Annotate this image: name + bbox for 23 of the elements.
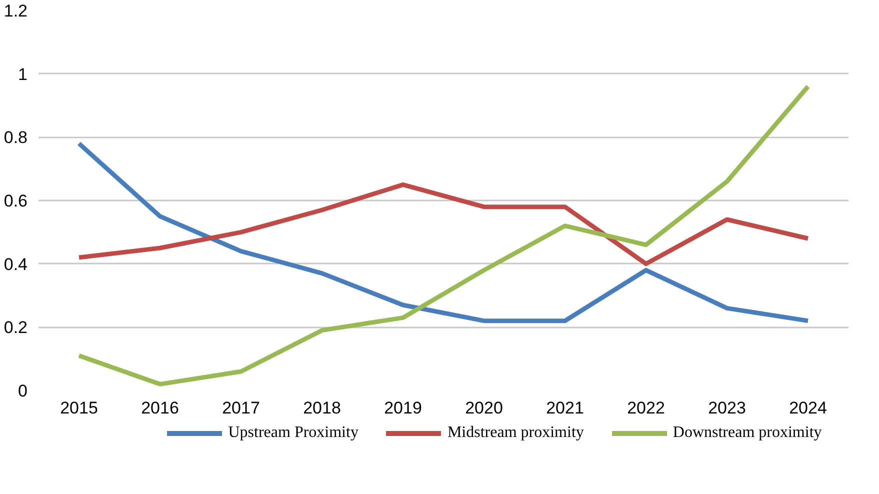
y-tick-label: 0.8	[4, 128, 28, 148]
legend-label: Upstream Proximity	[228, 423, 358, 444]
x-tick-label: 2017	[222, 398, 260, 418]
x-tick-label: 2016	[141, 398, 179, 418]
line-series	[76, 182, 810, 266]
y-tick-label: 1.2	[4, 2, 28, 20]
x-tick-label: 2020	[465, 398, 503, 418]
x-tick-label: 2024	[789, 398, 827, 418]
y-tick-label: 0.6	[4, 192, 28, 210]
y-tick-label: 0	[18, 382, 28, 400]
x-tick-label: 2022	[627, 398, 665, 418]
legend-label: Midstream proximity	[447, 423, 584, 444]
y-tick-label: 0.2	[4, 318, 28, 338]
y-tick-label: 1	[18, 64, 28, 84]
legend-label: Downstream proximity	[672, 423, 822, 444]
y-tick-label: 0.4	[4, 254, 28, 274]
x-tick-label: 2019	[384, 398, 422, 418]
line-series	[76, 141, 810, 324]
x-tick-label: 2023	[708, 398, 746, 418]
x-tick-label: 2018	[303, 398, 341, 418]
x-tick-label: 2015	[60, 398, 98, 418]
line-series	[76, 84, 810, 386]
x-tick-label: 2021	[546, 398, 584, 418]
